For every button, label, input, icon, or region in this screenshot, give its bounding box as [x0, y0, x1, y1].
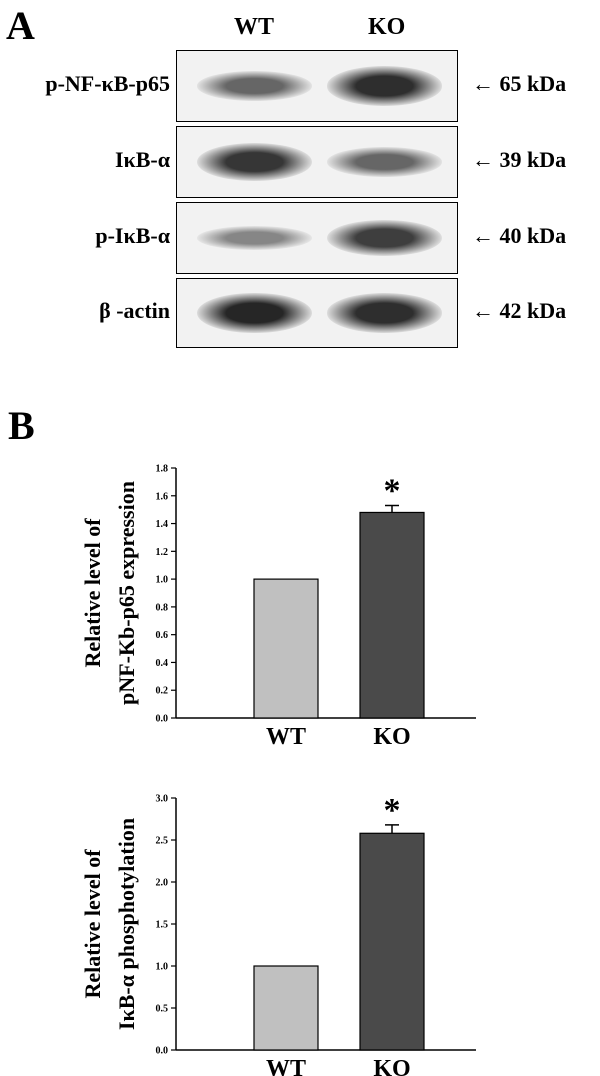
x-category-label: KO — [373, 724, 410, 750]
y-tick-label: 1.8 — [156, 464, 169, 475]
row-label-ikba: IκB-α — [114, 147, 170, 172]
band-beta-actin-ko — [327, 293, 442, 333]
band-ikba-wt — [197, 143, 312, 181]
band-p-ikba-wt — [197, 226, 312, 250]
y-tick-label: 0.0 — [156, 714, 169, 725]
y-axis-label-line2: IκB-α phosphotylation — [114, 818, 139, 1030]
y-tick-label: 1.2 — [156, 547, 169, 558]
kda-label: 39 kDa — [499, 147, 567, 172]
y-tick-label: 0.4 — [156, 658, 169, 669]
x-category-label: KO — [373, 1056, 410, 1076]
band-beta-actin-wt — [197, 292, 312, 334]
significance-marker: * — [384, 473, 401, 510]
kda-marker-beta-actin: ← 42 kDa — [472, 298, 566, 324]
y-tick-label: 1.6 — [156, 491, 169, 502]
y-axis-label-line1: Relative level of — [80, 849, 105, 999]
band-p-nfkb-p65-wt — [197, 71, 312, 101]
band-p-ikba-ko — [327, 219, 442, 257]
y-axis-label-line1: Relative level of — [80, 518, 105, 668]
arrow-left-icon: ← — [472, 298, 500, 323]
y-tick-label: 0.6 — [156, 630, 169, 641]
lane-label-ko: KO — [368, 14, 406, 40]
bar-ko — [359, 832, 425, 1051]
kda-label: 65 kDa — [499, 71, 567, 96]
y-tick-label: 1.4 — [156, 519, 169, 530]
arrow-left-icon: ← — [472, 147, 500, 172]
row-label-p-nfkb-p65: p-NF-κB-p65 — [45, 71, 170, 96]
band-p-nfkb-p65-ko — [327, 66, 442, 106]
bar-wt — [253, 578, 319, 719]
arrow-left-icon: ← — [472, 223, 500, 248]
x-category-label: WT — [266, 724, 306, 750]
row-label-beta-actin: β -actin — [99, 298, 170, 323]
row-label-p-ikba: p-IκB-α — [95, 223, 170, 248]
bar-wt — [253, 965, 319, 1051]
blot-strip-p-ikba — [176, 202, 458, 274]
y-tick-label: 0.8 — [156, 602, 169, 613]
y-tick-label: 1.5 — [156, 920, 169, 931]
kda-marker-p-nfkb-p65: ← 65 kDa — [472, 71, 566, 97]
lane-label-wt: WT — [234, 14, 275, 40]
kda-label: 42 kDa — [499, 298, 567, 323]
arrow-left-icon: ← — [472, 71, 500, 96]
panel-b-letter: B — [8, 403, 35, 448]
band-ikba-ko — [327, 147, 442, 177]
y-tick-label: 0.0 — [156, 1046, 169, 1057]
y-tick-label: 0.5 — [156, 1004, 169, 1015]
bar-chart-p65: 0.0 0.2 0.4 0.6 0.8 1.0 1.2 1.4 1.6 1.8 WT * KO Relat… — [80, 464, 476, 750]
y-axis-label-line2: pNF-Kb-p65 expression — [114, 481, 139, 705]
kda-marker-p-ikba: ← 40 kDa — [472, 223, 566, 249]
y-tick-label: 0.2 — [156, 686, 169, 697]
blot-strip-beta-actin — [176, 278, 458, 348]
y-tick-label: 2.5 — [156, 836, 169, 847]
y-tick-label: 2.0 — [156, 878, 169, 889]
kda-marker-ikba: ← 39 kDa — [472, 147, 566, 173]
bar-ko — [359, 511, 425, 719]
x-category-label: WT — [266, 1056, 306, 1076]
kda-label: 40 kDa — [499, 223, 567, 248]
bar-chart-ikba-phospho: 0.0 0.5 1.0 1.5 2.0 2.5 3.0 WT * KO Relative level… — [80, 792, 476, 1076]
panel-a-letter: A — [6, 3, 35, 48]
y-tick-label: 1.0 — [156, 575, 169, 586]
blot-strip-p-nfkb-p65 — [176, 50, 458, 122]
y-tick-label: 3.0 — [156, 794, 169, 805]
y-tick-label: 1.0 — [156, 962, 169, 973]
blot-strip-ikba — [176, 126, 458, 198]
significance-marker: * — [384, 792, 401, 829]
